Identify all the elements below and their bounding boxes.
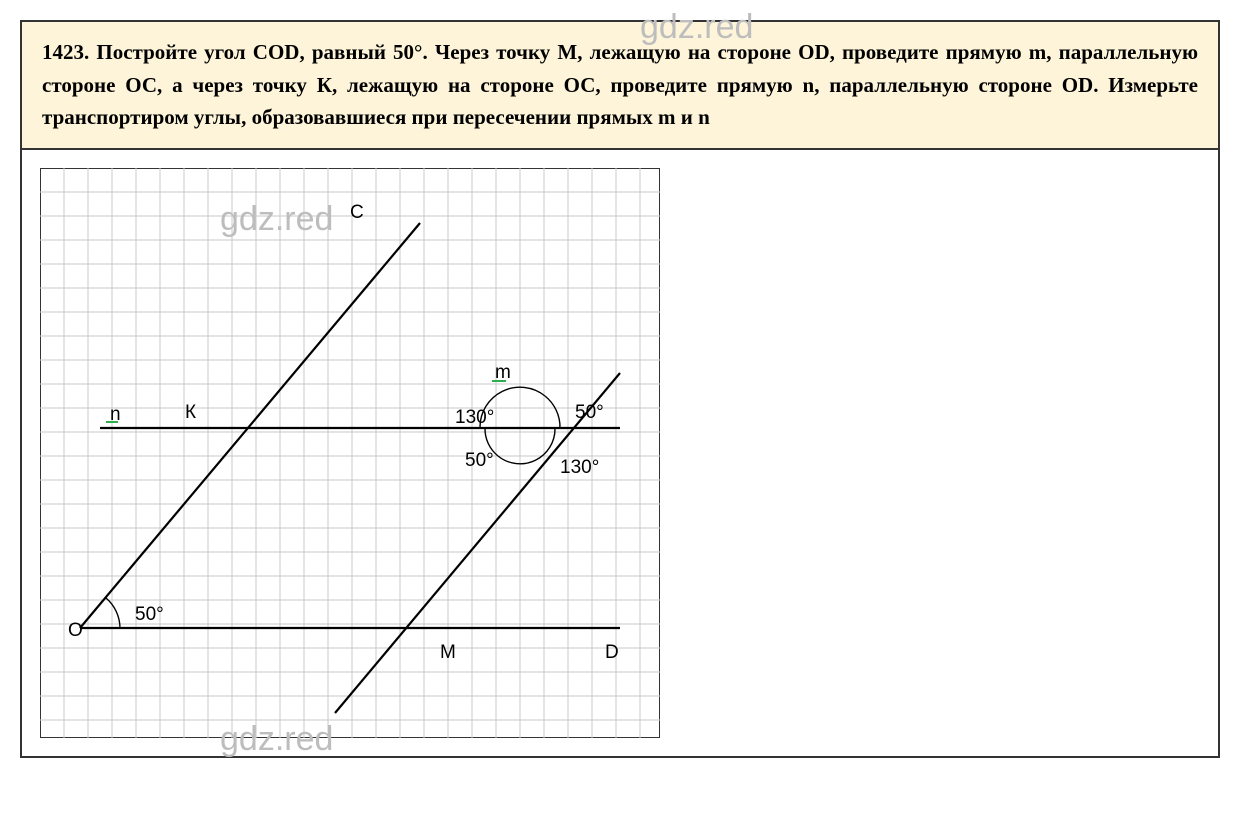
problem-header: 1423. Постройте угол COD, равный 50°. Че… xyxy=(22,22,1218,150)
problem-text: Постройте угол COD, равный 50°. Через то… xyxy=(42,40,1198,129)
document-frame: 1423. Постройте угол COD, равный 50°. Че… xyxy=(20,20,1220,758)
svg-text:130°: 130° xyxy=(455,407,494,428)
problem-number: 1423. xyxy=(42,40,89,64)
geometry-diagram: ODCКMnm50°130°50°50°130° xyxy=(40,168,660,738)
svg-text:50°: 50° xyxy=(465,450,494,471)
svg-text:130°: 130° xyxy=(560,457,599,478)
svg-text:50°: 50° xyxy=(135,604,164,625)
svg-text:m: m xyxy=(495,362,511,383)
svg-text:M: M xyxy=(440,642,456,663)
svg-text:К: К xyxy=(185,402,196,423)
svg-text:O: O xyxy=(68,620,83,641)
diagram-area: ODCКMnm50°130°50°50°130° xyxy=(22,150,1218,756)
svg-text:D: D xyxy=(605,642,619,663)
svg-text:50°: 50° xyxy=(575,402,604,423)
svg-text:C: C xyxy=(350,202,364,223)
